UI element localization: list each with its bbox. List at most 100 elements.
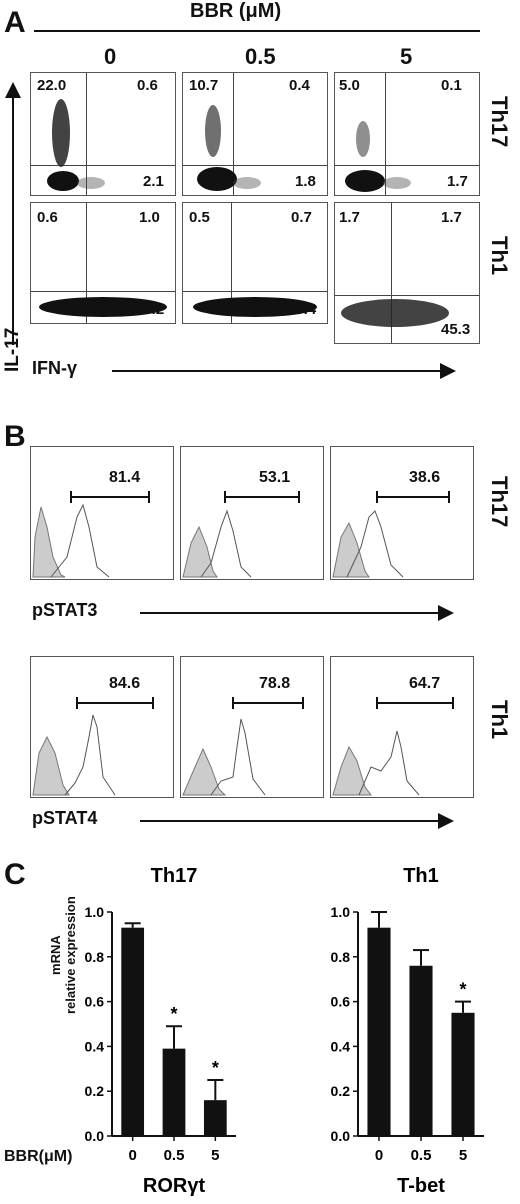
histogram-curves [332, 491, 450, 578]
quad-lr: 63.2 [135, 301, 165, 318]
y-tick-label: 0.6 [331, 994, 351, 1010]
pstat4-axis-line [140, 820, 440, 822]
significance-mark: * [459, 980, 466, 1000]
flow-plot-th1-05: 0.5 0.7 56.4 [182, 202, 328, 324]
x-axis-label: T-bet [397, 1175, 445, 1197]
y-tick-label: 0.2 [85, 1083, 105, 1099]
flow-plot-th1-0: 0.6 1.0 63.2 [30, 202, 176, 324]
bar [367, 927, 391, 1136]
category-label: 0 [128, 1147, 136, 1164]
histogram-curves [32, 491, 150, 578]
dot-cloud [47, 99, 105, 191]
histogram-value: 78.8 [259, 675, 291, 692]
row-label-th1: Th1 [487, 236, 512, 276]
quad-ul: 0.5 [189, 209, 210, 226]
chart-title: Th17 [151, 865, 198, 887]
quad-ul: 22.0 [37, 77, 67, 94]
panel-b-label: B [4, 420, 26, 453]
y-tick-label: 0.8 [85, 949, 105, 965]
histogram-curves [182, 491, 300, 578]
quad-lr: 1.8 [295, 173, 316, 190]
y-tick-label: 0.8 [331, 949, 351, 965]
quad-ul: 5.0 [339, 77, 360, 94]
x-axis-label: RORγt [143, 1175, 206, 1197]
dot-cloud [193, 297, 317, 317]
dose-label: BBR(μM) [4, 1148, 73, 1165]
quad-ur: 1.7 [441, 209, 462, 226]
dose-05: 0.5 [245, 44, 276, 69]
histogram-pstat4-5: 64.7 [330, 656, 474, 798]
category-label: 5 [211, 1147, 219, 1164]
quad-lr: 56.4 [287, 301, 317, 318]
y-tick-label: 0.6 [85, 994, 105, 1010]
bbr-header: BBR (μM) [190, 0, 282, 22]
dose-5: 5 [400, 44, 413, 69]
bar [162, 1048, 186, 1136]
histogram-pstat3-5: 38.6 [330, 446, 474, 580]
row-label-b-th1: Th1 [487, 700, 512, 740]
il17-label: IL-17 [2, 327, 23, 372]
quad-ul: 1.7 [339, 209, 360, 226]
y-tick-label: 1.0 [331, 904, 351, 920]
category-label: 5 [459, 1147, 467, 1164]
histogram-curves [332, 697, 454, 796]
quad-ul: 0.6 [37, 209, 58, 226]
y-tick-label: 0.4 [331, 1038, 351, 1054]
significance-mark: * [212, 1058, 219, 1078]
ifng-axis-line [112, 370, 442, 372]
category-label: 0.5 [164, 1147, 185, 1164]
quad-ur: 0.6 [137, 77, 158, 94]
histogram-pstat3-0: 81.4 [30, 446, 174, 580]
bar [203, 1100, 227, 1136]
y-tick-label: 0.0 [331, 1128, 351, 1144]
quad-ur: 1.0 [139, 209, 160, 226]
row-label-b-th17: Th17 [487, 476, 512, 528]
dot-cloud [341, 299, 449, 327]
dot-cloud [345, 121, 411, 192]
histogram-value: 38.6 [409, 469, 441, 486]
histogram-value: 81.4 [109, 469, 141, 486]
row-label-th17: Th17 [487, 96, 512, 148]
histogram-value: 53.1 [259, 469, 291, 486]
histogram-pstat4-0: 84.6 [30, 656, 174, 798]
il17-axis-arrow [5, 82, 21, 98]
histogram-value: 84.6 [109, 675, 141, 692]
chart-title: Th1 [403, 865, 439, 887]
bar [121, 927, 145, 1136]
quad-ul: 10.7 [189, 77, 219, 94]
flow-plot-th17-5: 5.0 0.1 1.7 [334, 72, 480, 196]
significance-mark: * [170, 1004, 177, 1024]
category-label: 0.5 [411, 1147, 432, 1164]
pstat3-axis-line [140, 612, 440, 614]
y-tick-label: 1.0 [85, 904, 105, 920]
flow-plot-th1-5: 1.7 1.7 45.3 [334, 202, 480, 344]
panel-a-label: A [4, 6, 26, 39]
quad-ur: 0.4 [289, 77, 310, 94]
y-tick-label: 0.0 [85, 1128, 105, 1144]
y-tick-label: 0.2 [331, 1083, 351, 1099]
quad-lr: 45.3 [441, 321, 471, 338]
histogram-curves [32, 697, 154, 796]
pstat4-label: pSTAT4 [32, 808, 98, 828]
pstat3-axis-arrow [438, 605, 454, 621]
histogram-value: 64.7 [409, 675, 441, 692]
histogram-pstat4-05: 78.8 [180, 656, 324, 798]
quad-ur: 0.7 [291, 209, 312, 226]
bar-charts: Th17 0.0 0.2 0.4 0.6 0.8 1.0 0 * 0.5 * 5 RORγt Th1 0.0… [85, 865, 484, 1197]
pstat3-label: pSTAT3 [32, 600, 98, 620]
quad-lr: 2.1 [143, 173, 164, 190]
quad-lr: 1.7 [447, 173, 468, 190]
bar [451, 1012, 475, 1136]
pstat4-axis-arrow [438, 813, 454, 829]
y-tick-label: 0.4 [85, 1038, 105, 1054]
ifng-axis-arrow [440, 363, 456, 379]
panel-c-label: C [4, 858, 26, 891]
dot-cloud [39, 297, 167, 317]
ifng-label: IFN-γ [32, 358, 77, 378]
il17-axis-line [12, 95, 14, 345]
quad-ur: 0.1 [441, 77, 462, 94]
flow-plot-th17-05: 10.7 0.4 1.8 [182, 72, 328, 196]
histogram-curves [182, 697, 304, 796]
flow-plot-th17-0: 22.0 0.6 2.1 [30, 72, 176, 196]
dot-cloud [197, 105, 261, 191]
